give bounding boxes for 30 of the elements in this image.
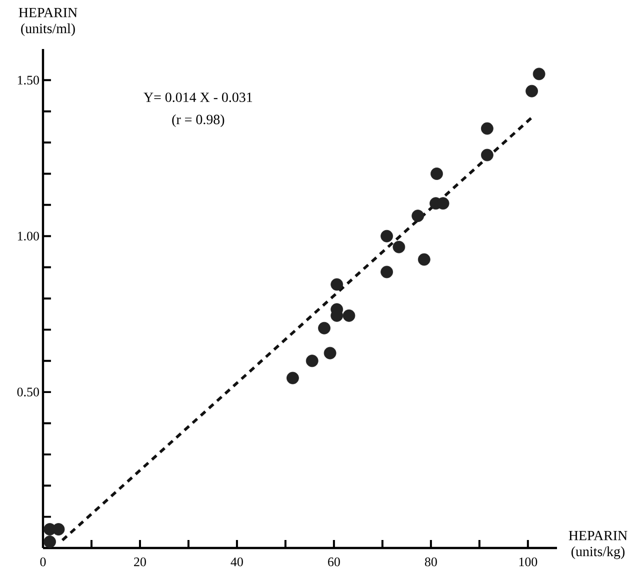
point [306,354,318,368]
x-tick-label: 40 [230,558,243,566]
point [286,372,299,384]
x-tick-label: 100 [519,558,538,566]
point [330,278,344,291]
y-tick-label: 0.50 [17,388,39,396]
x-tick-label: 20 [134,558,146,566]
point [418,253,430,266]
point [324,346,336,360]
point [392,240,406,254]
point [430,168,443,180]
y-tick-label: 1.00 [18,232,39,241]
x-tick-label: 80 [424,558,437,566]
point [44,536,56,548]
point [412,210,424,222]
annotation: Y= 0.014 X - 0.031 [144,92,252,102]
x-tick-label: 60 [328,558,340,566]
x-tick-label: 0 [40,558,46,566]
y-tick-label: 1.50 [18,76,39,85]
x-axis-title: HEPARIN (units/kg) [568,530,628,560]
point [380,266,393,278]
point [526,84,538,98]
point [480,122,494,135]
point [480,148,494,162]
annotation: (r = 0.98) [172,114,224,128]
y-axis-title: HEPARIN (units/ml) [18,8,78,36]
point [380,230,393,242]
point [318,322,330,334]
point [532,68,546,80]
point [342,309,356,322]
